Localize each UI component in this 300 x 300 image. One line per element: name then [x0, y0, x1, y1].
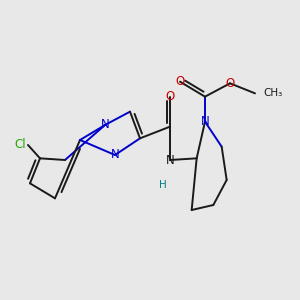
Text: N: N — [201, 115, 209, 128]
Text: CH₃: CH₃ — [263, 88, 282, 98]
Text: N: N — [166, 154, 174, 166]
Text: Cl: Cl — [14, 139, 26, 152]
Text: H: H — [160, 180, 167, 190]
Text: O: O — [176, 75, 184, 88]
Text: O: O — [165, 90, 175, 103]
Text: N: N — [111, 148, 119, 161]
Text: N: N — [100, 118, 109, 131]
Text: O: O — [225, 77, 235, 90]
